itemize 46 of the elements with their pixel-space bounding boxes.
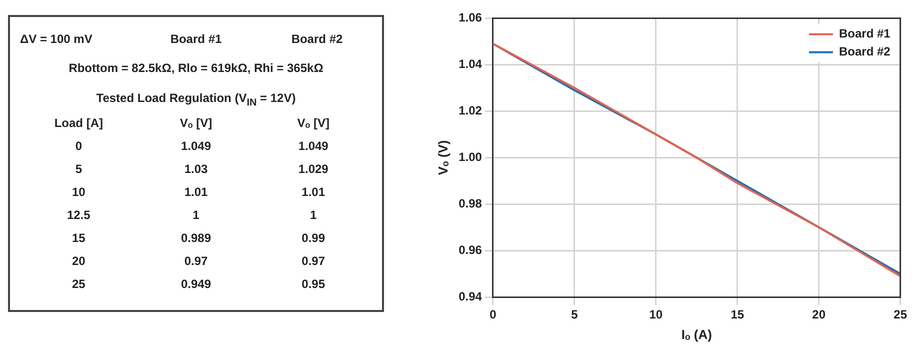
data-label: 0.99 [300,230,326,246]
text: Vₒ [V] [178,114,214,132]
data-label: 1.01 [183,184,209,200]
data-label: 0.989 [180,230,212,246]
category-label: 15 [70,230,86,246]
x-tick-label: 20 [812,308,826,322]
y-tick-label: 0.94 [458,289,482,304]
data-label: 1.03 [183,160,209,178]
x-axis-title: Iₒ (A) [681,326,712,342]
y-tick-label: 1.02 [458,103,482,118]
category-label: 0 [74,138,83,154]
data-label: 1.049 [180,138,212,154]
x-tick-label: 15 [730,308,744,322]
y-tick-label: 0.98 [458,196,482,210]
category-label: 5 [74,160,83,178]
data-label: 1.029 [297,160,330,178]
text: Board #1 [169,32,223,46]
data-label: 1 [192,206,200,224]
data-label: 0.97 [300,252,326,270]
y-axis-title: Vₒ (V) [435,140,450,176]
data-label: 0.949 [180,276,212,292]
category-label: 10 [70,184,86,200]
text: Board #2 [290,32,344,46]
data-label: 1.049 [297,138,330,154]
data-label: 0.97 [183,252,209,270]
category-label: 20 [70,252,86,270]
x-tick-label: 5 [571,308,578,322]
x-tick-label: 10 [649,308,663,322]
x-tick-label: 0 [490,308,497,322]
x-tick-label: 25 [894,308,908,322]
category-label: 12.5 [66,206,92,224]
text: Vₒ [V] [296,114,330,132]
y-tick-label: 1.06 [458,10,482,25]
data-label: 1 [308,206,318,224]
legend-label: Board #2 [838,44,891,59]
text: Rbottom = 82.5kΩ, Rlo = 619kΩ, Rhi = 365kΩ [68,60,324,77]
data-label: 0.95 [300,276,326,292]
y-tick-label: 1.04 [458,56,482,71]
legend-label: Board #1 [838,26,891,41]
category-label: 25 [70,276,86,292]
text: Tested Load Regulation (V$_{IN}$ = 12V) [95,90,297,110]
y-tick-label: 0.96 [458,242,482,257]
data-label: 1.01 [300,184,326,200]
text: Load [A] [53,114,104,132]
text: ΔV = 100 mV [20,32,94,46]
y-tick-label: 1.00 [458,150,482,164]
